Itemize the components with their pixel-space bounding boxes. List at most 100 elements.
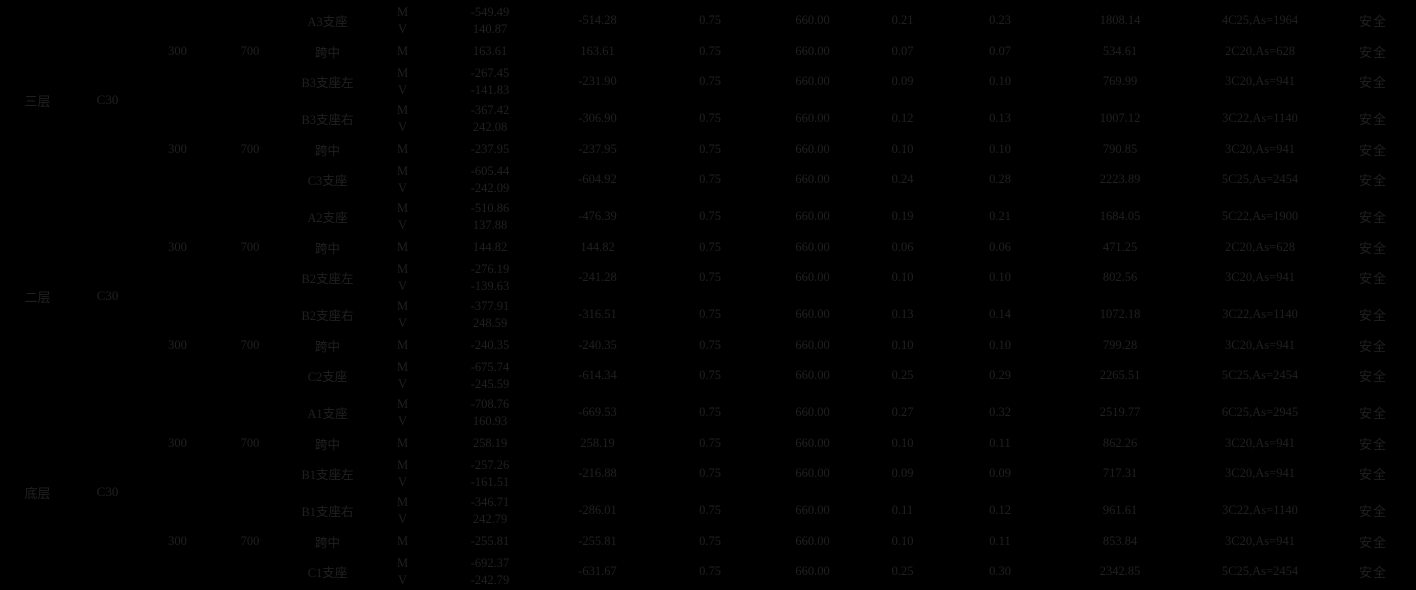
mv-value: -708.76: [470, 396, 510, 411]
cell-section-width: [140, 553, 215, 590]
mv-key: V: [397, 82, 408, 97]
cell-as-required: 862.26: [1102, 435, 1138, 450]
mv-key: V: [397, 376, 408, 391]
cell-position-label: A2支座: [307, 211, 348, 225]
cell-mv-labels: M: [370, 333, 435, 357]
cell-mv-values: 258.19: [435, 431, 545, 455]
cell-mv-values: -605.44 -242.09: [435, 161, 545, 198]
cell-floor-label: 底层: [24, 485, 51, 501]
cell-effective-depth: 660.00: [795, 533, 830, 548]
cell-rebar-selection: 3C22,As=1140: [1222, 111, 1298, 125]
cell-mv-labels: M: [370, 235, 435, 259]
mv-key: M: [396, 4, 409, 19]
cell-mv-values: -692.37 -242.79: [435, 553, 545, 590]
cell-section-width: 300: [168, 43, 187, 58]
cell-section-width: [140, 357, 215, 394]
cell-mv-values: -257.26 -161.51: [435, 455, 545, 492]
table-row: C1支座 M V -692.37 -242.79 -631.67 0.75 660.00 0.2…: [0, 553, 1416, 590]
table-row: B2支座右 M V -377.91 248.59 -316.51 0.75 660.00 0.1…: [0, 296, 1416, 333]
cell-effective-depth: 660.00: [795, 172, 830, 186]
cell-position-label: A1支座: [307, 407, 348, 421]
mv-value: -276.19: [470, 261, 510, 276]
mv-key: M: [396, 337, 409, 352]
cell-position-label: C1支座: [307, 566, 348, 580]
cell-rebar-selection: 3C22,As=1140: [1222, 503, 1298, 517]
mv-value: -255.81: [470, 533, 510, 548]
cell-rho-ratio: 0.23: [989, 13, 1011, 27]
cell-mv-values: -267.45 -141.83: [435, 63, 545, 100]
table-row: 二层 C30 A2支座 M V -510.86 137.88 -476.39 0.75 660.0…: [0, 198, 1416, 305]
mv-value: 242.79: [472, 511, 508, 526]
cell-rho-ratio: 0.14: [989, 307, 1011, 321]
cell-rebar-selection: 3C20,As=941: [1225, 74, 1295, 88]
cell-rebar-selection: 3C20,As=941: [1225, 533, 1295, 548]
cell-safety-status: 安全: [1358, 173, 1387, 188]
cell-xi-ratio: 0.10: [891, 337, 914, 352]
mv-value: -605.44: [470, 163, 510, 178]
cell-safety-status: 安全: [1358, 75, 1387, 90]
cell-xi-ratio: 0.12: [891, 111, 914, 125]
cell-design-moment: -255.81: [578, 533, 617, 548]
cell-section-width: [140, 2, 215, 39]
mv-value: -242.09: [470, 180, 510, 195]
cell-section-width: 300: [168, 337, 187, 352]
cell-design-moment: -316.51: [578, 307, 617, 321]
cell-design-moment: -476.39: [578, 209, 617, 223]
cell-gamma-factor: 0.75: [699, 533, 721, 548]
cell-as-required: 2265.51: [1099, 368, 1141, 382]
cell-section-height: [215, 553, 285, 590]
mv-key: M: [396, 494, 409, 509]
cell-design-moment: -614.34: [578, 368, 617, 382]
cell-position-label: B1支座右: [301, 505, 354, 519]
cell-safety-status: 安全: [1358, 14, 1387, 29]
cell-xi-ratio: 0.07: [891, 43, 914, 58]
cell-rebar-selection: 3C20,As=941: [1225, 466, 1295, 480]
cell-rebar-selection: 3C20,As=941: [1225, 141, 1295, 156]
cell-mv-values: 144.82: [435, 235, 545, 259]
mv-key: M: [396, 239, 409, 254]
cell-section-height: 700: [240, 239, 260, 254]
cell-rebar-selection: 6C25,As=2945: [1221, 405, 1299, 419]
cell-position-label: 跨中: [314, 241, 340, 256]
cell-as-required: 2342.85: [1099, 564, 1141, 578]
cell-safety-status: 安全: [1358, 44, 1387, 60]
cell-floor-label: 二层: [24, 289, 51, 305]
cell-safety-status: 安全: [1358, 369, 1387, 384]
mv-key: M: [396, 163, 409, 178]
cell-as-required: 1007.12: [1099, 111, 1141, 125]
cell-effective-depth: 660.00: [795, 141, 830, 156]
mv-value: -141.83: [470, 82, 510, 97]
cell-design-moment: -231.90: [578, 74, 617, 88]
cell-design-moment: -604.92: [578, 172, 617, 186]
cell-effective-depth: 660.00: [795, 74, 830, 88]
cell-effective-depth: 660.00: [795, 368, 830, 382]
cell-safety-status: 安全: [1358, 467, 1387, 482]
cell-rebar-selection: 5C22,As=1900: [1221, 209, 1299, 223]
cell-gamma-factor: 0.75: [699, 74, 721, 88]
cell-xi-ratio: 0.10: [891, 270, 914, 284]
cell-gamma-factor: 0.75: [699, 368, 721, 382]
cell-design-moment: -669.53: [578, 405, 617, 419]
cell-xi-ratio: 0.06: [891, 239, 914, 254]
cell-section-width: [140, 198, 215, 235]
cell-gamma-factor: 0.75: [699, 172, 721, 186]
cell-gamma-factor: 0.75: [699, 141, 721, 156]
cell-concrete-grade: C30: [96, 288, 119, 303]
cell-xi-ratio: 0.10: [891, 435, 914, 450]
mv-value: -510.86: [470, 200, 510, 215]
cell-section-width: [140, 259, 215, 296]
cell-floor-label: 三层: [24, 93, 51, 109]
mv-key: M: [396, 359, 409, 374]
cell-position-label: 跨中: [314, 437, 340, 452]
cell-design-moment: -286.01: [578, 503, 617, 517]
cell-xi-ratio: 0.09: [891, 466, 914, 480]
cell-mv-values: -708.76 160.93: [435, 394, 545, 431]
mv-key: M: [396, 298, 409, 313]
